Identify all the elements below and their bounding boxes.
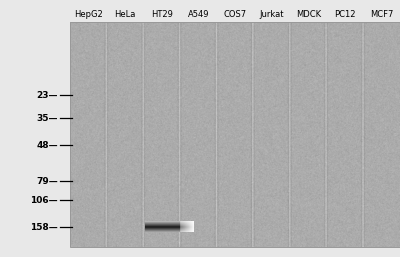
Text: A549: A549 xyxy=(188,10,209,19)
Text: HT29: HT29 xyxy=(151,10,173,19)
Text: 48—: 48— xyxy=(36,141,58,150)
Text: PC12: PC12 xyxy=(334,10,356,19)
Text: 23—: 23— xyxy=(36,90,58,100)
Text: 79—: 79— xyxy=(36,177,58,186)
Text: 106—: 106— xyxy=(30,196,58,205)
Text: 35—: 35— xyxy=(36,114,58,123)
Text: Jurkat: Jurkat xyxy=(260,10,284,19)
Text: MDCK: MDCK xyxy=(296,10,321,19)
Text: HepG2: HepG2 xyxy=(74,10,103,19)
Text: MCF7: MCF7 xyxy=(370,10,393,19)
Text: HeLa: HeLa xyxy=(114,10,136,19)
Text: 158—: 158— xyxy=(30,223,58,232)
Text: COS7: COS7 xyxy=(224,10,246,19)
